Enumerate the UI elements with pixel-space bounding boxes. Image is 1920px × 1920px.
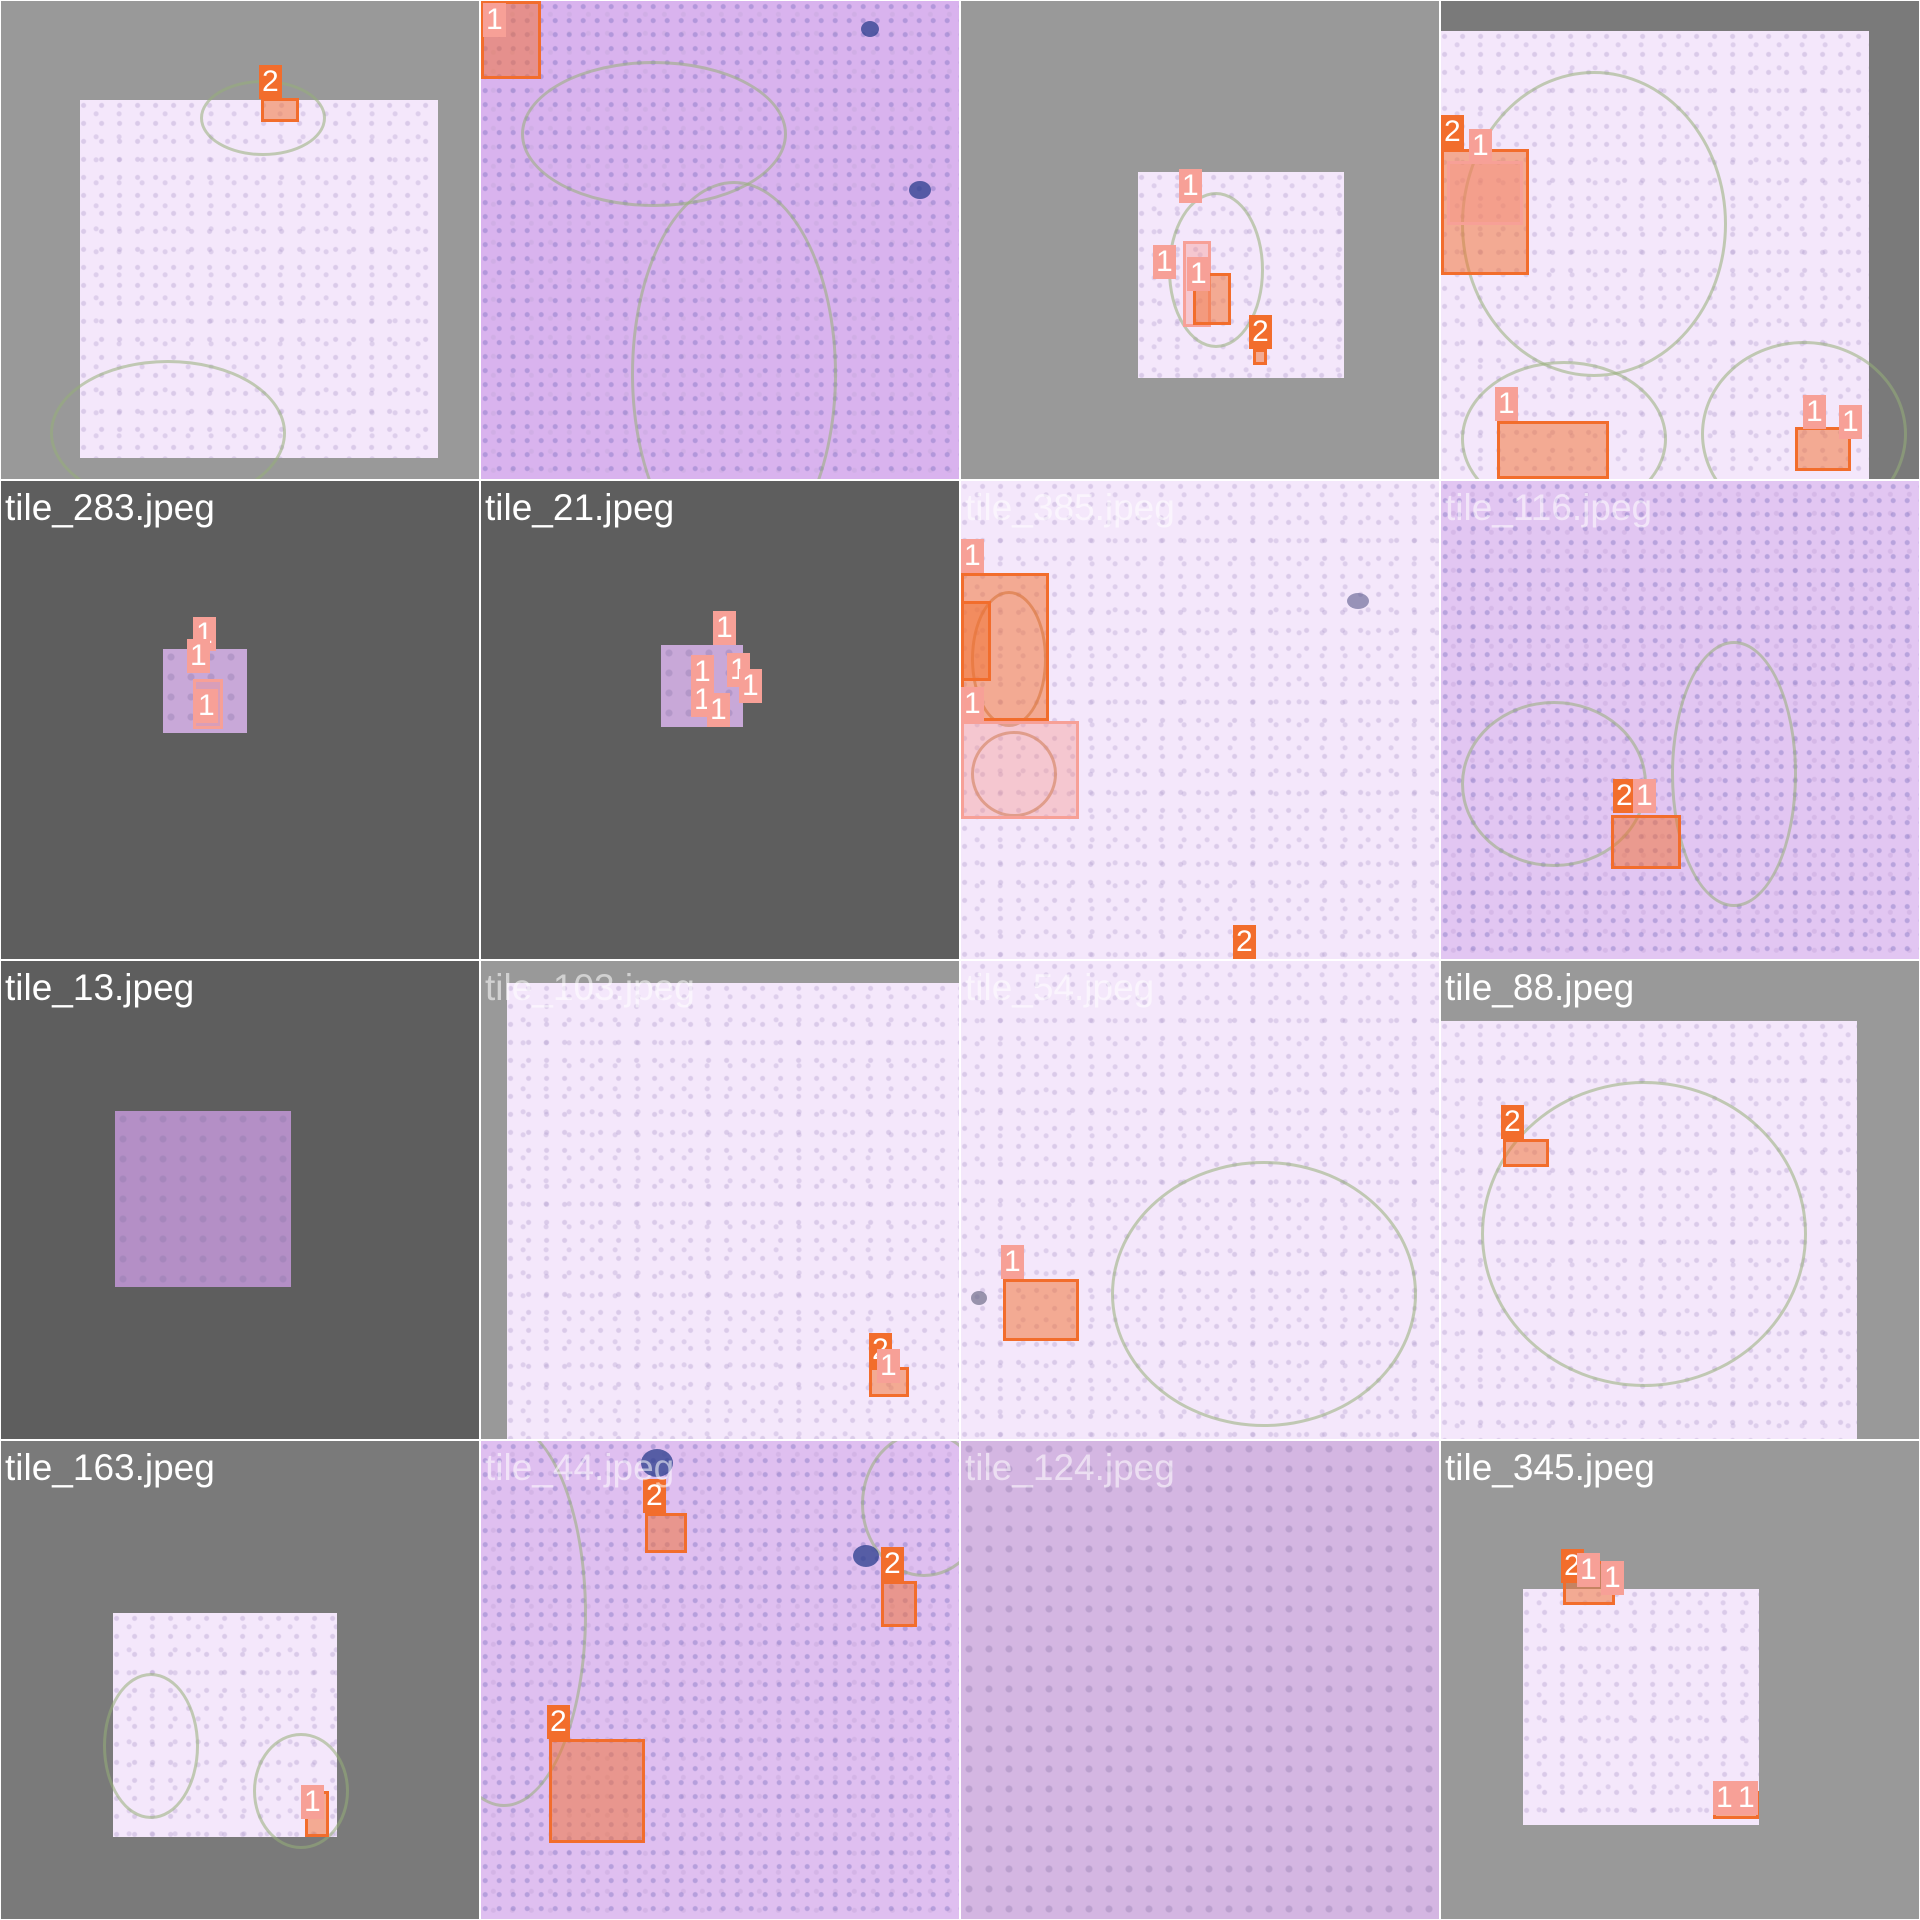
tile-cell: 2 1 tile_103.jpeg — [481, 961, 959, 1439]
dark-blob — [853, 1545, 879, 1567]
tile-cell: 2 2 2 tile_44.jpeg — [481, 1441, 959, 1919]
tile-label: tile_124.jpeg — [965, 1447, 1175, 1488]
detection-box — [1611, 815, 1681, 869]
class-tag: 2 — [1501, 1105, 1524, 1139]
tissue-fold — [971, 731, 1057, 817]
tile-cell: 2 1 1 1 1 — [1441, 1, 1919, 479]
class-tag: 1 — [1495, 387, 1518, 421]
detection-box — [1447, 161, 1523, 225]
tissue-fold — [1111, 1161, 1417, 1427]
tile-cell: 1 1 1 2 — [961, 1, 1439, 479]
dark-blob — [971, 1291, 987, 1305]
tile-image — [1441, 1021, 1857, 1439]
class-tag: 2 — [1613, 779, 1636, 813]
tissue-fold — [253, 1733, 349, 1849]
detection-box — [645, 1513, 687, 1553]
tissue-fold — [521, 61, 787, 207]
class-tag: 1 — [483, 3, 506, 37]
class-tag: 1 — [1001, 1245, 1024, 1279]
tile-cell: 2 1 tile_116.jpeg — [1441, 481, 1919, 959]
dark-blob — [909, 181, 931, 199]
tile-cell: 1 1 1 tile_283.jpeg — [1, 481, 479, 959]
detection-box — [261, 98, 299, 122]
class-tag: 1 — [1179, 169, 1202, 203]
tissue-fold — [103, 1673, 199, 1819]
dark-blob — [641, 1449, 673, 1477]
tile-label: tile_163.jpeg — [5, 1447, 215, 1488]
tile-label: tile_21.jpeg — [485, 487, 675, 528]
class-tag: 1 — [1187, 257, 1210, 291]
class-tag: 1 — [187, 639, 210, 673]
class-tag: 2 — [259, 65, 282, 99]
class-tag: 1 — [1839, 405, 1862, 439]
tile-label: tile_44.jpeg — [485, 1447, 675, 1488]
class-tag: 1 — [1601, 1561, 1624, 1595]
detection-box — [1503, 1139, 1549, 1167]
tile-cell: 1 1 1 1 1 1 tile_21.jpeg — [481, 481, 959, 959]
class-tag: 2 — [643, 1479, 666, 1513]
tile-label: tile_103.jpeg — [485, 967, 695, 1008]
class-tag: 1 — [1577, 1553, 1600, 1587]
tile-cell: tile_13.jpeg — [1, 961, 479, 1439]
class-tag: 2 — [1441, 115, 1464, 149]
dark-blob — [861, 21, 879, 37]
tile-image — [1441, 31, 1907, 479]
class-tag: 2 — [1249, 315, 1272, 349]
tile-label: tile_283.jpeg — [5, 487, 215, 528]
detection-box — [881, 1581, 917, 1627]
tile-label: tile_385.jpeg — [965, 487, 1175, 528]
class-tag: 1 — [961, 539, 984, 573]
detection-box — [481, 1, 541, 79]
tile-cell: 2 — [1, 1, 479, 479]
class-tag: 1 — [713, 611, 736, 645]
class-tag: 1 — [1803, 395, 1826, 429]
tile-cell: 2 tile_88.jpeg — [1441, 961, 1919, 1439]
tile-label: tile_13.jpeg — [5, 967, 195, 1008]
tile-image — [50, 80, 438, 479]
tissue-fold — [1481, 1081, 1807, 1387]
class-tag: 1 — [961, 687, 984, 721]
detection-box — [1003, 1279, 1079, 1341]
dark-blob — [1347, 593, 1369, 609]
detection-box — [549, 1739, 645, 1843]
class-tag: 2 — [1233, 925, 1256, 959]
tile-cell: 1 — [481, 1, 959, 479]
tile-cell: 2 1 1 1 1 tile_345.jpeg — [1441, 1441, 1919, 1919]
detection-box — [1497, 421, 1609, 479]
tile-image — [103, 1613, 349, 1849]
class-tag: 1 — [1633, 779, 1656, 813]
tile-label: tile_54.jpeg — [965, 967, 1155, 1008]
class-tag: 1 — [691, 683, 714, 717]
class-tag: 1 — [1735, 1781, 1758, 1815]
class-tag: 1 — [1153, 245, 1176, 279]
class-tag: 1 — [691, 655, 714, 689]
tissue-fold — [631, 181, 837, 479]
tile-label: tile_116.jpeg — [1445, 487, 1653, 528]
detection-box — [1441, 149, 1529, 275]
class-tag: 2 — [547, 1705, 570, 1739]
tile-cell: 1 tile_54.jpeg — [961, 961, 1439, 1439]
tile-cell: 1 1 2 tile_385.jpeg — [961, 481, 1439, 959]
tile-image — [115, 1111, 291, 1287]
tile-label: tile_88.jpeg — [1445, 967, 1635, 1008]
class-tag: 2 — [881, 1547, 904, 1581]
tile-cell: tile_124.jpeg — [961, 1441, 1439, 1919]
class-tag: 1 — [877, 1349, 900, 1383]
class-tag: 1 — [1713, 1781, 1736, 1815]
detection-box — [1253, 349, 1267, 365]
class-tag: 1 — [1469, 129, 1492, 163]
tile-label: tile_345.jpeg — [1445, 1447, 1655, 1488]
tile-cell: 1 tile_163.jpeg — [1, 1441, 479, 1919]
tissue-fold — [1671, 641, 1797, 907]
detection-box — [961, 601, 991, 681]
tissue-fold — [50, 360, 286, 479]
class-tag: 1 — [739, 669, 762, 703]
class-tag: 1 — [301, 1785, 324, 1819]
class-tag: 1 — [195, 689, 218, 723]
class-tag: 1 — [707, 693, 730, 727]
detection-box — [961, 721, 1079, 819]
